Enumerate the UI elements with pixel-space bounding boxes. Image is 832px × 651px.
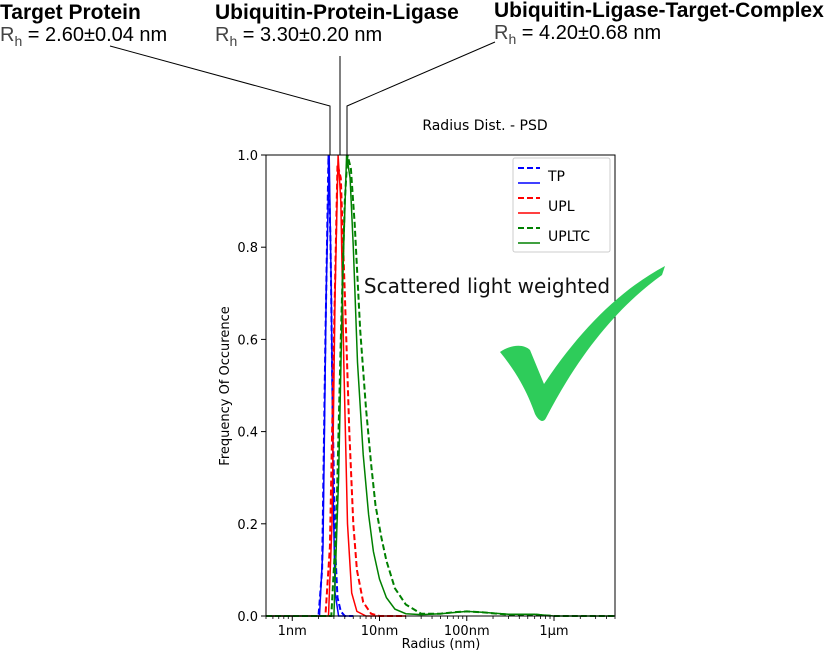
x-tick-label: 1µm — [539, 624, 568, 639]
y-tick-label: 0.2 — [237, 518, 258, 533]
checkmark-icon — [500, 266, 665, 421]
y-axis-label: Frequency Of Occurence — [218, 306, 233, 465]
x-tick-label: 100nm — [444, 624, 490, 639]
x-axis-label: Radius (nm) — [402, 637, 481, 651]
legend-label-tp: TP — [547, 169, 565, 185]
x-tick-label: 10nm — [361, 624, 398, 639]
label-name: Ubiquitin-Ligase-Target-Complex — [494, 0, 824, 22]
series-line-upltc-solid — [266, 154, 615, 617]
weighting-annotation: Scattered light weighted — [364, 274, 610, 298]
label-ubiquitin-protein-ligase: Ubiquitin-Protein-Ligase Rh = 3.30±0.20 … — [215, 2, 459, 48]
y-tick-label: 0.4 — [237, 426, 258, 441]
series-line-tp-solid — [266, 154, 354, 617]
leader-line-tp — [109, 45, 331, 155]
axes-layer: 1nm 10nm 100nm 1µm 0.0 0.2 0.4 0.6 0.8 1.0 — [237, 149, 616, 639]
label-name: Ubiquitin-Protein-Ligase — [215, 1, 459, 24]
series-line-upl-dashed — [266, 163, 406, 617]
x-tick-label: 1nm — [278, 624, 307, 639]
label-radius: Rh = 4.20±0.68 nm — [494, 22, 662, 47]
leader-lines — [109, 41, 496, 155]
chart-title: Radius Dist. - PSD — [422, 118, 547, 134]
leader-line-upltc — [346, 41, 496, 155]
y-tick-label: 0.0 — [237, 610, 258, 625]
label-name: Target Protein — [0, 1, 141, 24]
label-radius: Rh = 3.30±0.20 nm — [215, 24, 383, 49]
series-layer — [266, 154, 615, 617]
legend-label-upl: UPL — [548, 199, 575, 215]
y-tick-label: 0.6 — [237, 333, 258, 348]
y-tick-label: 1.0 — [237, 149, 258, 164]
label-ubiquitin-ligase-target-complex: Ubiquitin-Ligase-Target-Complex Rh = 4.2… — [494, 0, 824, 46]
legend: TP UPL UPLTC — [512, 157, 611, 253]
legend-label-upltc: UPLTC — [548, 229, 590, 245]
label-radius: Rh = 2.60±0.04 nm — [0, 24, 168, 49]
y-tick-label: 0.8 — [237, 241, 258, 256]
label-target-protein: Target Protein Rh = 2.60±0.04 nm — [0, 2, 167, 48]
